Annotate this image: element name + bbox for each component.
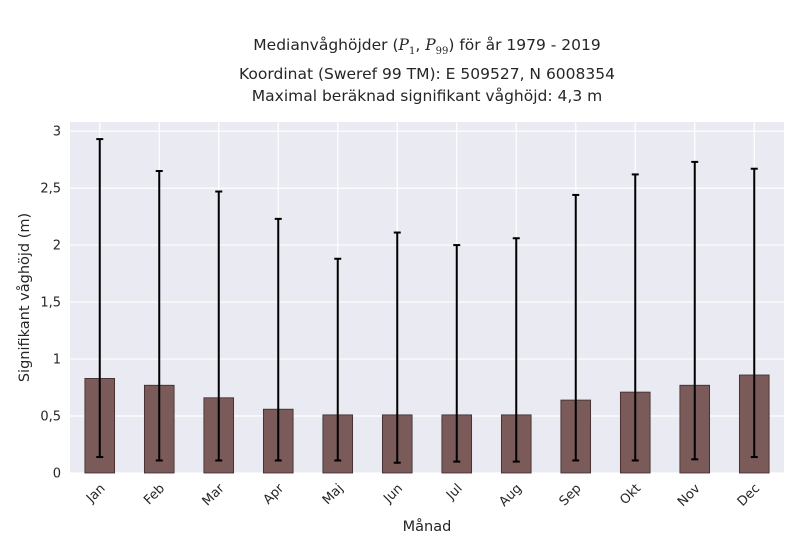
x-axis-ticks: Jan Feb Mar Apr Maj Jun Jul Aug Sep Okt Nov Dec — [83, 481, 763, 510]
x-axis-label: Månad — [403, 518, 452, 535]
x-tick-label: Aug — [497, 481, 526, 510]
chart-title: Medianvåghöjder (P1, P99) för år 1979 - … — [70, 34, 784, 107]
x-tick-label: Apr — [261, 481, 288, 508]
title-p1-letter: P — [398, 36, 409, 54]
x-tick-label: Feb — [141, 481, 168, 508]
y-tick-label: 2,5 — [40, 182, 61, 197]
y-tick-label: 0,5 — [40, 410, 61, 425]
x-tick-label: Dec — [735, 481, 763, 509]
y-axis-ticks: 0 0,5 1 1,5 2 2,5 3 — [40, 125, 61, 482]
y-tick-label: 1,5 — [40, 296, 61, 311]
chart-title-line-3: Maximal beräknad signifikant våghöjd: 4,… — [251, 87, 603, 106]
x-tick-label: Jul — [443, 481, 465, 503]
chart-title-line-2: Koordinat (Sweref 99 TM): E 509527, N 60… — [239, 65, 615, 84]
title-p99-sub: 99 — [435, 46, 449, 58]
y-tick-label: 2 — [53, 239, 61, 254]
x-tick-label: Mar — [200, 481, 228, 509]
title-p99-letter: P — [425, 36, 436, 54]
title-p1: P1 — [398, 36, 416, 58]
title-prefix: Medianvåghöjder ( — [253, 36, 399, 54]
y-axis-label: Signifikant våghöjd (m) — [16, 213, 33, 382]
error-bars — [96, 138, 758, 464]
y-tick-label: 1 — [53, 353, 61, 368]
x-tick-label: Nov — [675, 481, 704, 510]
chart-title-line-1: Medianvåghöjder (P1, P99) för år 1979 - … — [70, 34, 784, 63]
y-tick-label: 0 — [53, 467, 61, 482]
y-tick-label: 3 — [53, 125, 61, 140]
title-separator: , — [415, 36, 426, 54]
x-tick-label: Maj — [320, 481, 347, 508]
title-suffix: ) för år 1979 - 2019 — [448, 36, 601, 54]
title-p99: P99 — [425, 36, 449, 58]
x-tick-label: Okt — [617, 481, 644, 508]
x-tick-label: Jun — [380, 481, 406, 507]
title-p1-sub: 1 — [408, 46, 416, 58]
plot-area — [70, 122, 784, 473]
x-tick-label: Sep — [557, 481, 585, 509]
x-tick-label: Jan — [83, 481, 108, 506]
